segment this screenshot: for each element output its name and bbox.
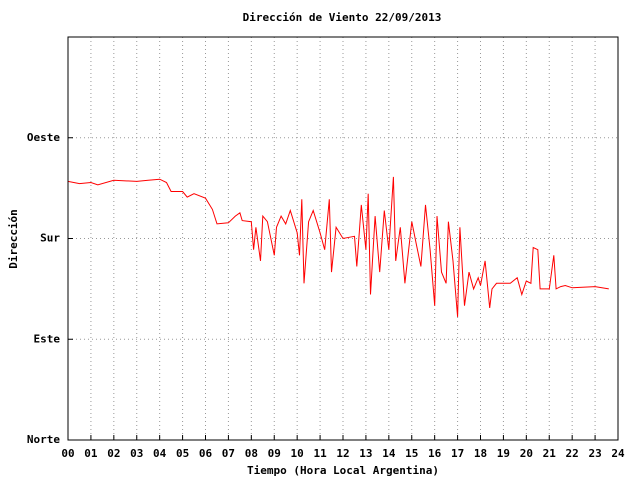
y-tick-label: Oeste	[27, 131, 60, 144]
x-tick-label: 02	[107, 447, 120, 460]
x-tick-label: 12	[336, 447, 349, 460]
x-tick-label: 07	[222, 447, 235, 460]
chart-title: Dirección de Viento 22/09/2013	[243, 11, 442, 24]
plot-frame	[67, 36, 619, 441]
x-tick-label: 03	[130, 447, 143, 460]
x-tick-label: 22	[566, 447, 579, 460]
y-tick-label: Sur	[40, 232, 60, 245]
x-tick-label: 21	[543, 447, 557, 460]
x-tick-label: 08	[245, 447, 258, 460]
x-tick-label: 18	[474, 447, 487, 460]
data-line	[67, 176, 609, 317]
x-tick-label: 10	[291, 447, 304, 460]
x-tick-label: 24	[611, 447, 625, 460]
x-tick-label: 23	[588, 447, 601, 460]
y-tick-label: Este	[34, 332, 61, 345]
x-tick-label: 01	[84, 447, 98, 460]
y-tick-label: Norte	[27, 433, 60, 446]
x-tick-label: 20	[520, 447, 533, 460]
x-tick-label: 17	[451, 447, 464, 460]
x-tick-label: 09	[268, 447, 281, 460]
x-tick-label: 13	[359, 447, 372, 460]
x-tick-label: 14	[382, 447, 396, 460]
y-axis-label: Dirección	[7, 209, 20, 269]
x-axis-label: Tiempo (Hora Local Argentina)	[247, 464, 439, 477]
x-tick-label: 04	[153, 447, 167, 460]
x-tick-label: 15	[405, 447, 418, 460]
x-tick-label: 05	[176, 447, 189, 460]
x-tick-label: 19	[497, 447, 510, 460]
x-tick-label: 00	[61, 447, 74, 460]
x-tick-label: 16	[428, 447, 442, 460]
x-tick-label: 06	[199, 447, 213, 460]
plot-area: 00 01 02 03 04 05 06 07 08 09 10 11 12 13 14 15 16 17 18 19…	[27, 37, 625, 460]
x-tick-label: 11	[313, 447, 327, 460]
